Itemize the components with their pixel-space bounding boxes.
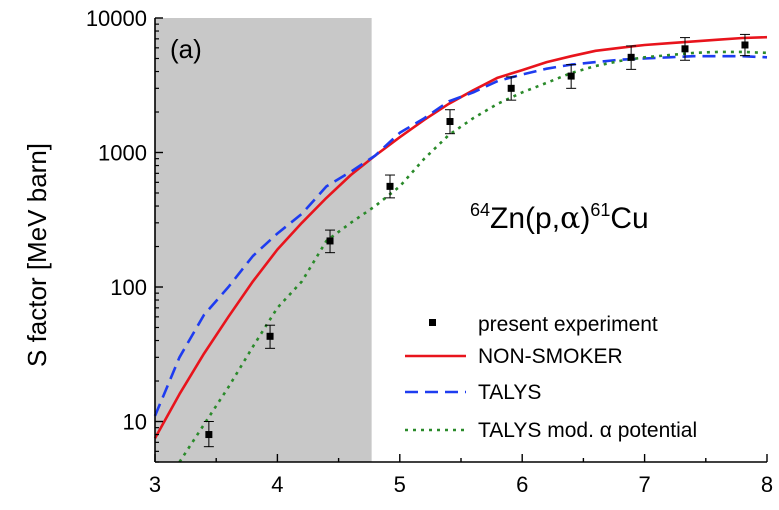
data-point (446, 118, 454, 126)
x-tick-label: 5 (394, 472, 406, 497)
legend-label-talys-mod: TALYS mod. α potential (478, 419, 697, 442)
legend-label-nonsmoker: NON-SMOKER (478, 345, 623, 368)
y-axis-label: S factor [MeV barn] (22, 143, 52, 367)
data-point (741, 41, 749, 49)
y-tick-label: 100 (110, 275, 147, 300)
data-point (386, 182, 394, 190)
experiment-points (203, 33, 750, 448)
y-tick-label: 1000 (98, 141, 147, 166)
x-tick-label: 7 (638, 472, 650, 497)
axes: 3 4 5 6 7 8 10 100 1000 10000 (86, 6, 773, 497)
model-curves (153, 35, 768, 463)
panel-label: (a) (170, 34, 202, 64)
y-tick-label: 10 (123, 410, 147, 435)
data-point (326, 237, 334, 245)
x-tick-label: 4 (271, 472, 283, 497)
data-point (266, 332, 274, 340)
shaded-region (155, 18, 372, 462)
legend-label-experiment: present experiment (478, 313, 658, 336)
legend: present experiment NON-SMOKER TALYS TALY… (405, 313, 697, 442)
series-line-2 (153, 54, 768, 417)
x-tick-label: 6 (516, 472, 528, 497)
series-line-3 (178, 50, 768, 463)
x-tick-label: 3 (149, 472, 161, 497)
data-point (205, 431, 213, 439)
data-point (627, 53, 635, 61)
data-point (567, 72, 575, 80)
shaded-band (155, 18, 372, 462)
x-tick-label: 8 (761, 472, 773, 497)
data-point (507, 84, 515, 92)
data-point (681, 45, 689, 53)
y-tick-label: 10000 (86, 6, 147, 31)
reaction-label: 64Zn(p,α)61Cu (470, 200, 649, 236)
legend-label-talys: TALYS (478, 381, 541, 404)
legend-marker-experiment (429, 319, 436, 326)
